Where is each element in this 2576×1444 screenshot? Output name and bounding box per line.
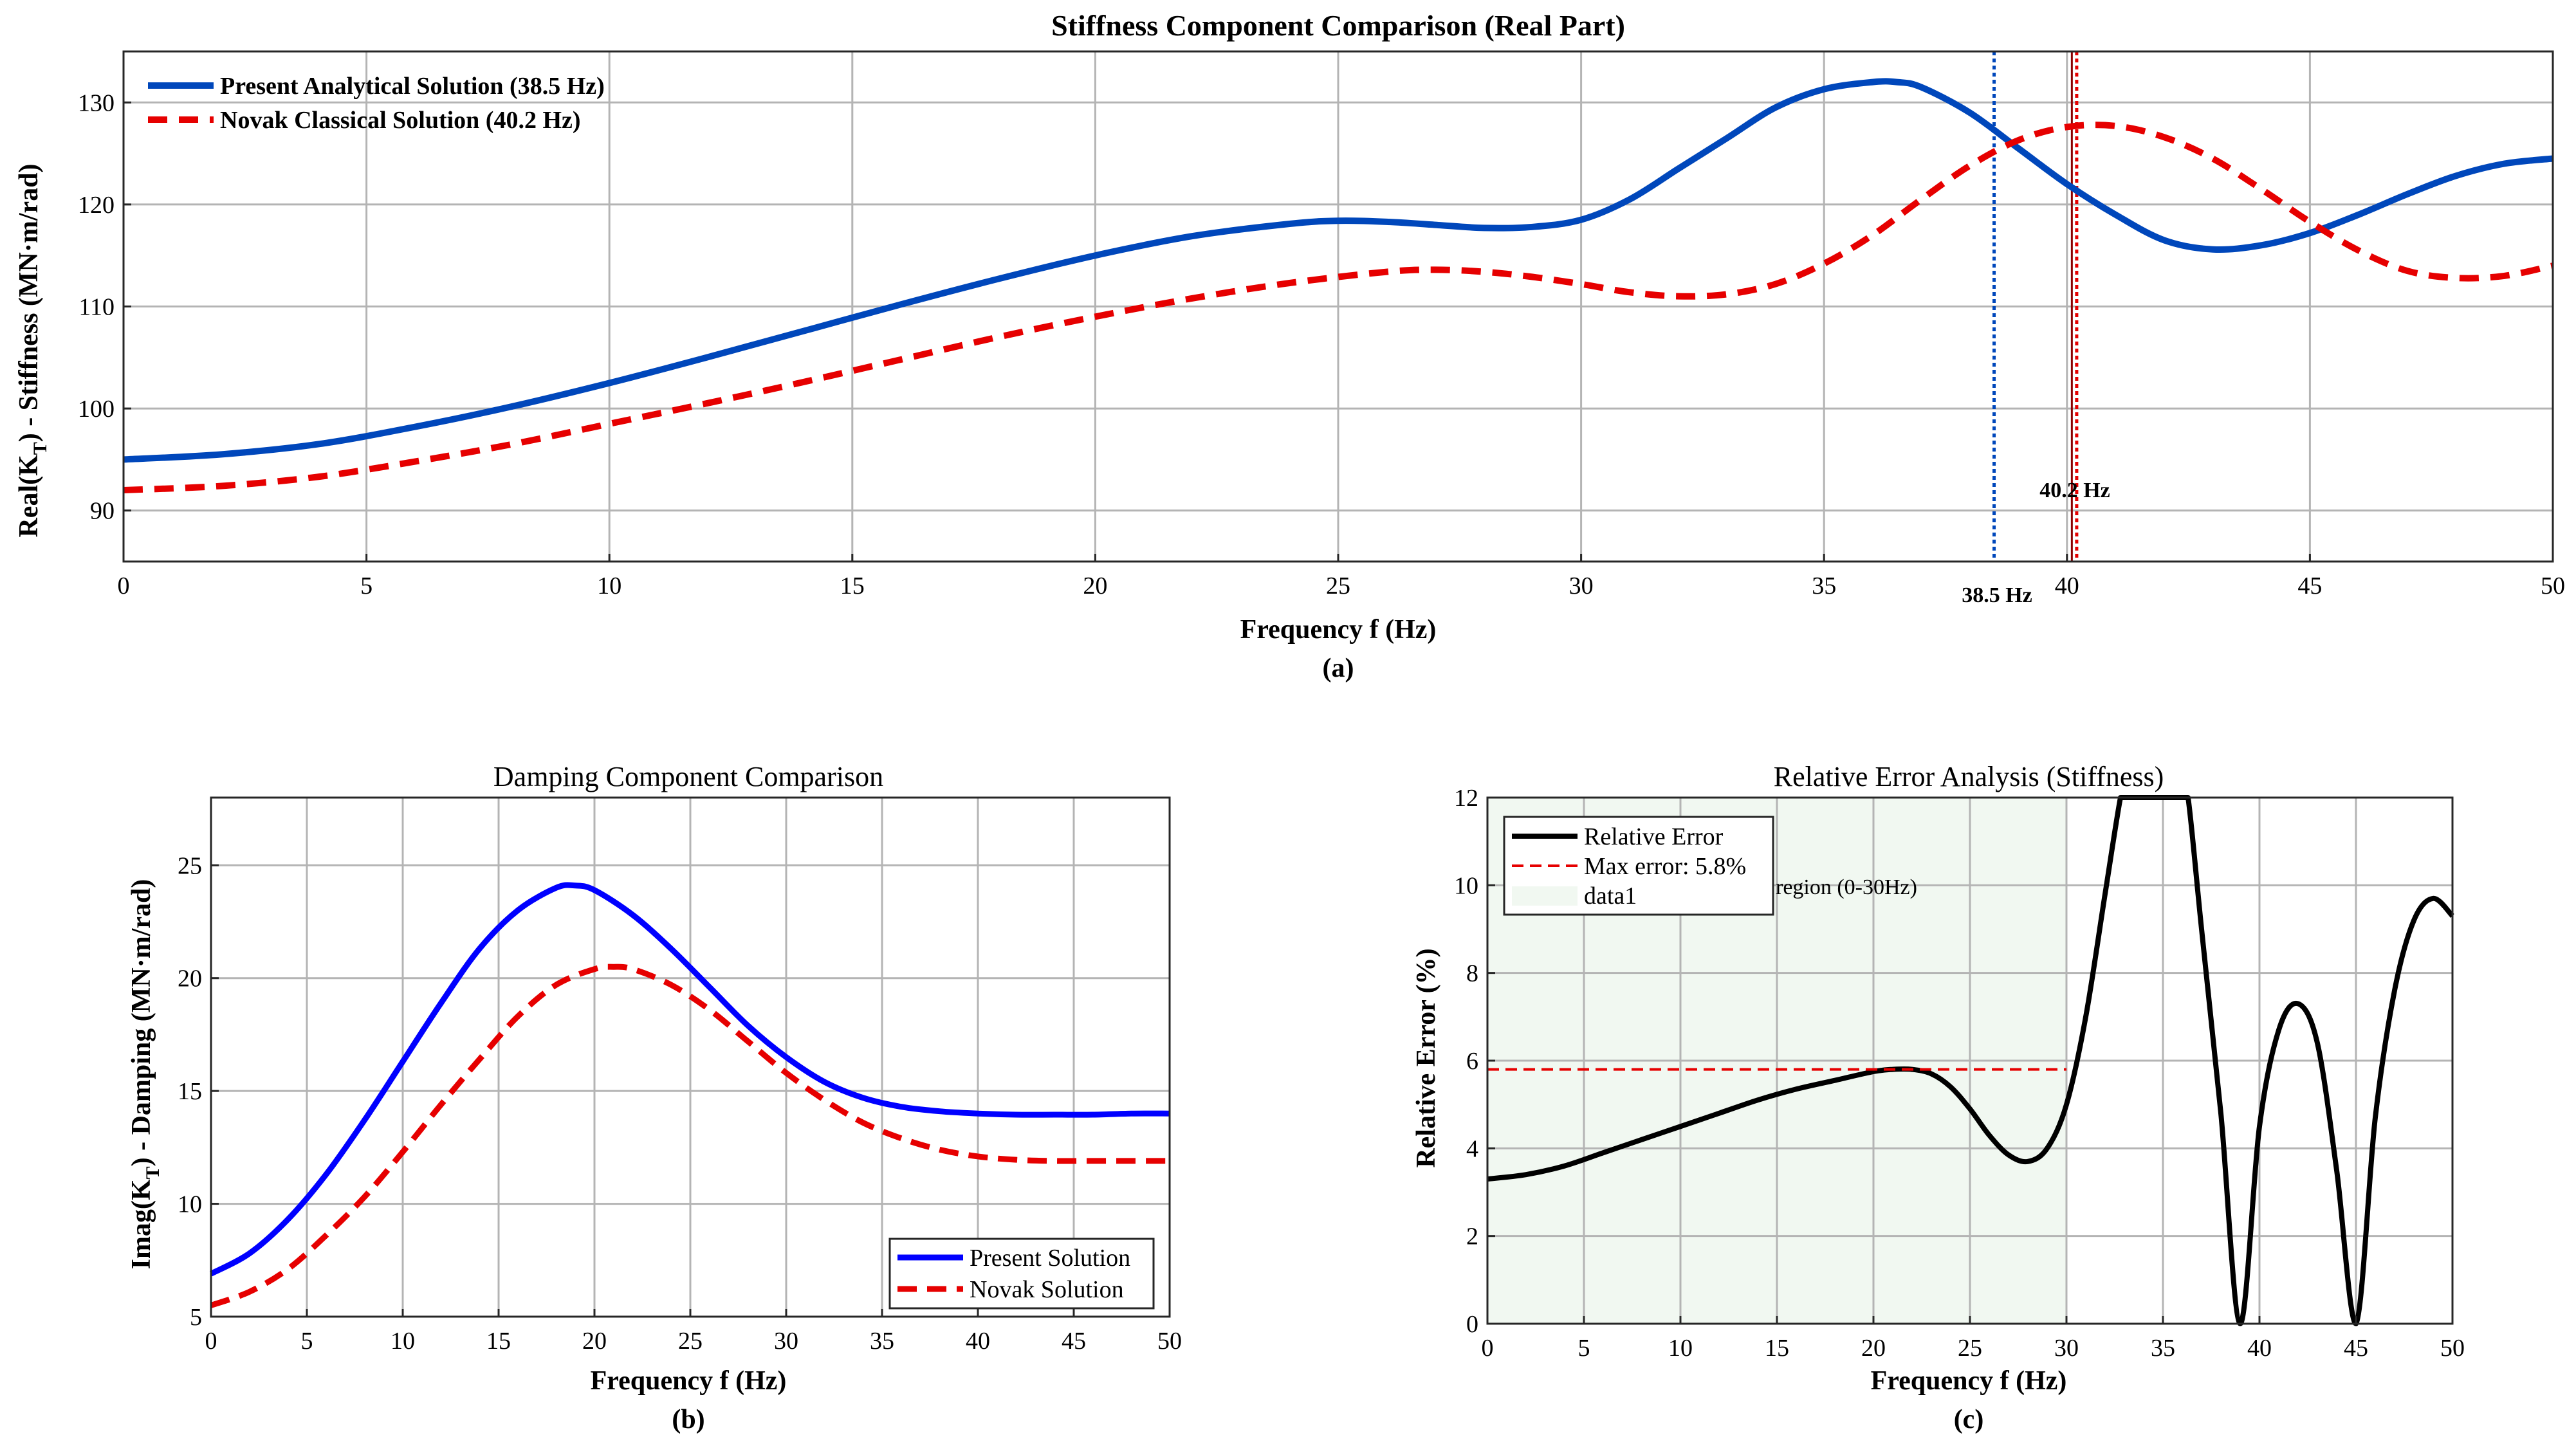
- y-tick-label: 110: [78, 294, 115, 321]
- y-tick-label: 12: [1454, 785, 1478, 812]
- x-tick-label: 0: [118, 572, 130, 599]
- x-tick-label: 45: [1062, 1328, 1086, 1355]
- damping-x-ticks: 0 5 10 15 20 25 30 35 40 45 50: [205, 1309, 1182, 1355]
- x-tick-label: 25: [678, 1328, 703, 1355]
- legend-label-relative-error: Relative Error: [1584, 823, 1724, 850]
- x-tick-label: 35: [870, 1328, 894, 1355]
- y-tick-label: 5: [190, 1304, 202, 1331]
- y-tick-label: 0: [1466, 1311, 1478, 1338]
- frequency-markers: [1992, 51, 2079, 562]
- damping-y-ticks: 5 10 15 20 25: [178, 852, 219, 1331]
- y-tick-label: 6: [1466, 1048, 1478, 1075]
- y-tick-label: 120: [78, 192, 115, 219]
- y-tick-label: 90: [90, 498, 115, 525]
- stiffness-series: [123, 78, 2554, 493]
- damping-panel-label: (b): [672, 1405, 704, 1434]
- novak-classical-line: [123, 122, 2554, 493]
- damping-chart-title: Damping Component Comparison: [493, 761, 883, 792]
- damping-legend-box: [888, 1238, 1155, 1310]
- present-analytical-line: [123, 78, 2553, 463]
- y-tick-label: 2: [1466, 1223, 1478, 1250]
- relative-error-chart: 0 5 10 15 20 25 30 35 40 45 50 0 2 4 6 8 10 12 Relative …: [1412, 761, 2465, 1434]
- error-y-axis-label: Relative Error (%): [1412, 948, 1441, 1167]
- x-tick-label: 0: [1482, 1335, 1494, 1362]
- legend-label-novak-classical: Novak Classical Solution (40.2 Hz): [220, 107, 581, 134]
- y-tick-label: 130: [78, 89, 115, 116]
- stiffness-y-ticks: 90 100 110 120 130: [78, 89, 131, 525]
- stiffness-y-axis-label: Real(KT) - Stiffness (MN·m/rad): [14, 163, 51, 537]
- region-annotation: region (0-30Hz): [1776, 875, 1917, 899]
- stiffness-legend: Present Analytical Solution (38.5 Hz) No…: [148, 73, 605, 134]
- error-x-axis-label: Frequency f (Hz): [1871, 1366, 2067, 1396]
- legend-label-data1: data1: [1584, 882, 1637, 909]
- legend-label-present-analytical: Present Analytical Solution (38.5 Hz): [220, 73, 605, 100]
- x-tick-label: 5: [360, 572, 373, 599]
- x-tick-label: 40: [966, 1328, 990, 1355]
- x-tick-label: 50: [2541, 572, 2565, 599]
- legend-label-max-error: Max error: 5.8%: [1584, 853, 1746, 880]
- error-x-ticks: 0 5 10 15 20 25 30 35 40 45 50: [1482, 1316, 2465, 1362]
- x-tick-label: 20: [1861, 1335, 1886, 1362]
- y-tick-label: 25: [178, 852, 202, 879]
- legend-label-present: Present Solution: [970, 1245, 1130, 1272]
- damping-y-axis-label: Imag(KT) - Damping (MN·m/rad): [127, 879, 163, 1270]
- legend-label-novak: Novak Solution: [970, 1276, 1124, 1303]
- x-tick-label: 30: [774, 1328, 798, 1355]
- x-tick-label: 10: [597, 572, 621, 599]
- x-tick-label: 0: [205, 1328, 217, 1355]
- x-tick-label: 45: [2344, 1335, 2368, 1362]
- y-tick-label: 10: [1454, 872, 1478, 899]
- x-tick-label: 50: [2440, 1335, 2465, 1362]
- damping-series: [209, 882, 1170, 1308]
- stiffness-x-axis-label: Frequency f (Hz): [1240, 615, 1437, 644]
- y-tick-label: 10: [178, 1191, 202, 1218]
- y-tick-label: 4: [1466, 1135, 1478, 1162]
- error-panel-label: (c): [1954, 1405, 1984, 1434]
- present-solution-line: [209, 882, 1170, 1277]
- y-tick-label: 8: [1466, 960, 1478, 987]
- stiffness-chart-title: Stiffness Component Comparison (Real Par…: [1051, 9, 1625, 42]
- damping-legend: Present Solution Novak Solution: [888, 1238, 1155, 1310]
- x-tick-label: 10: [1668, 1335, 1693, 1362]
- x-tick-label: 50: [1157, 1328, 1182, 1355]
- y-tick-label: 20: [178, 965, 202, 992]
- x-tick-label: 20: [1083, 572, 1107, 599]
- x-tick-label: 25: [1958, 1335, 1982, 1362]
- stiffness-panel-label: (a): [1323, 653, 1354, 683]
- x-tick-label: 40: [2055, 572, 2079, 599]
- x-tick-label: 45: [2297, 572, 2322, 599]
- legend-swatch-data1: [1512, 886, 1578, 906]
- x-tick-label: 15: [1765, 1335, 1789, 1362]
- error-y-ticks: 0 2 4 6 8 10 12: [1454, 785, 1495, 1338]
- x-tick-label: 30: [1569, 572, 1594, 599]
- x-tick-label: 10: [391, 1328, 415, 1355]
- x-tick-label: 15: [840, 572, 865, 599]
- y-tick-label: 100: [78, 396, 115, 423]
- x-tick-label: 20: [582, 1328, 607, 1355]
- x-tick-label: 35: [2151, 1335, 2175, 1362]
- error-legend: Relative Error Max error: 5.8% data1: [1503, 816, 1774, 916]
- marker-label-40-2-hz: 40.2 Hz: [2039, 479, 2110, 502]
- x-tick-label: 5: [1578, 1335, 1590, 1362]
- x-tick-label: 35: [1812, 572, 1836, 599]
- damping-x-axis-label: Frequency f (Hz): [591, 1366, 787, 1396]
- x-tick-label: 40: [2247, 1335, 2272, 1362]
- x-tick-label: 25: [1326, 572, 1350, 599]
- x-tick-label: 15: [486, 1328, 511, 1355]
- x-tick-label: 5: [301, 1328, 313, 1355]
- stiffness-x-ticks: 0 5 10 15 20 25 30 35 40 45 50: [118, 554, 2565, 599]
- y-tick-label: 15: [178, 1078, 202, 1105]
- stiffness-chart: 0 5 10 15 20 25 30 35 40 45 50 90 100 110 120 130 Stif…: [0, 0, 2576, 695]
- x-tick-label: 30: [2054, 1335, 2079, 1362]
- error-chart-title: Relative Error Analysis (Stiffness): [1774, 761, 2164, 792]
- marker-label-38-5-hz: 38.5 Hz: [1962, 583, 2032, 607]
